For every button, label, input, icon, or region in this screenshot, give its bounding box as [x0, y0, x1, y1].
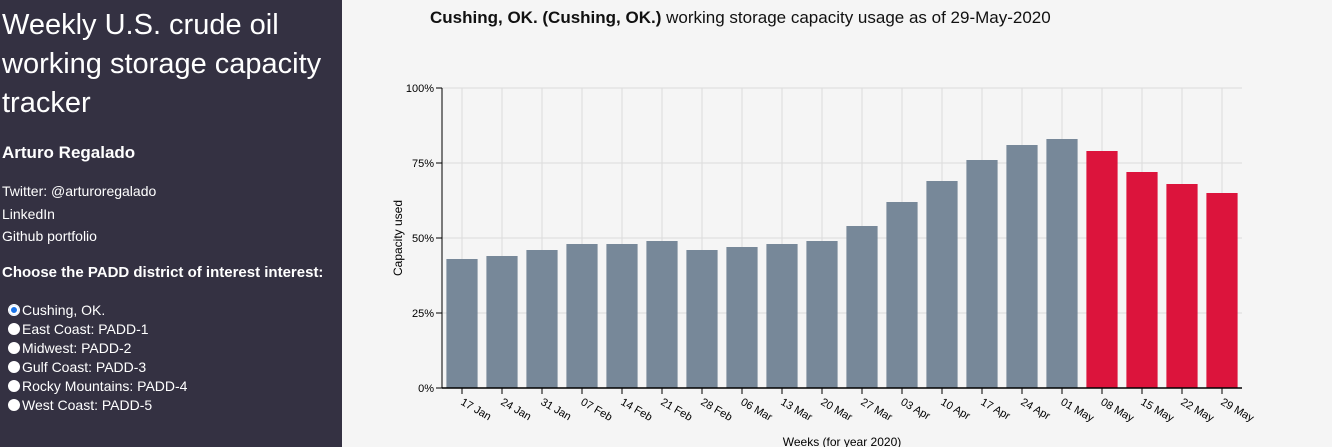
x-tick-label: 08 May [1099, 396, 1137, 425]
padd-radio[interactable] [8, 342, 20, 354]
linkedin-link[interactable]: LinkedIn [2, 205, 55, 222]
bar [726, 247, 758, 388]
bar [1126, 172, 1158, 388]
x-tick-label: 06 Mar [739, 396, 775, 424]
bar [926, 181, 958, 388]
bar [1046, 139, 1078, 388]
padd-option[interactable]: Gulf Coast: PADD-3 [2, 358, 342, 377]
author-name: Arturo Regalado [2, 143, 136, 162]
padd-option[interactable]: Midwest: PADD-2 [2, 339, 342, 358]
x-tick-label: 17 Apr [979, 396, 1013, 422]
padd-option-label: Cushing, OK. [22, 301, 106, 318]
y-axis-title: Capacity used [391, 200, 405, 276]
padd-option-label: Rocky Mountains: PADD-4 [22, 377, 188, 394]
chart-title-suffix: working storage capacity usage as of 29-… [661, 8, 1051, 27]
x-tick-label: 22 May [1179, 396, 1217, 425]
bar [806, 241, 838, 388]
x-tick-label: 03 Apr [899, 396, 933, 422]
padd-option[interactable]: Rocky Mountains: PADD-4 [2, 377, 342, 396]
chart-title: Cushing, OK. (Cushing, OK.) working stor… [430, 8, 1051, 28]
padd-radio[interactable] [8, 304, 20, 316]
padd-option-label: Midwest: PADD-2 [22, 339, 132, 356]
bar [1006, 145, 1038, 388]
padd-option-label: East Coast: PADD-1 [22, 320, 149, 337]
padd-choose-label: Choose the PADD district of interest int… [2, 263, 324, 281]
chart-panel: Cushing, OK. (Cushing, OK.) working stor… [342, 0, 1332, 447]
github-link[interactable]: Github portfolio [2, 228, 97, 244]
x-axis-title: Weeks (for year 2020) [783, 435, 902, 447]
bar-chart: 0%25%50%75%100%17 Jan 24 Jan 31 Jan 07 Feb 1… [391, 83, 1257, 447]
padd-radio[interactable] [8, 399, 20, 411]
padd-option[interactable]: Cushing, OK. [2, 301, 342, 320]
bar [446, 259, 478, 388]
x-tick-label: 28 Feb [699, 396, 735, 424]
bar [526, 250, 558, 388]
x-tick-label: 27 Mar [859, 396, 895, 424]
bar [846, 226, 878, 388]
social-links: Twitter: @arturoregalado LinkedIn Github… [2, 180, 342, 248]
chart-title-location: Cushing, OK. (Cushing, OK.) [430, 8, 662, 27]
y-tick-label: 50% [412, 233, 434, 245]
x-tick-label: 20 Mar [819, 396, 855, 424]
bar [606, 244, 638, 388]
padd-option[interactable]: West Coast: PADD-5 [2, 396, 342, 415]
x-tick-label: 24 Apr [1019, 396, 1053, 422]
bar [486, 256, 518, 388]
padd-radio[interactable] [8, 361, 20, 373]
x-tick-label: 14 Feb [619, 396, 655, 424]
bar [1166, 184, 1198, 388]
padd-radio-group: Cushing, OK. East Coast: PADD-1 Midwest: P… [2, 301, 342, 415]
x-tick-label: 21 Feb [659, 396, 695, 424]
bar [646, 241, 678, 388]
x-tick-label: 07 Feb [579, 396, 615, 424]
twitter-link[interactable]: Twitter: @arturoregalado [2, 183, 157, 199]
sidebar: Weekly U.S. crude oil working storage ca… [0, 0, 342, 447]
padd-option-label: Gulf Coast: PADD-3 [22, 358, 147, 375]
bar [966, 160, 998, 388]
x-tick-label: 29 May [1219, 396, 1257, 425]
y-tick-label: 25% [412, 308, 434, 320]
x-tick-label: 24 Jan [499, 396, 534, 423]
y-tick-label: 75% [412, 158, 434, 170]
padd-radio[interactable] [8, 323, 20, 335]
padd-option-label: West Coast: PADD-5 [22, 396, 153, 413]
app-title: Weekly U.S. crude oil working storage ca… [2, 9, 322, 119]
x-tick-label: 10 Apr [939, 396, 973, 422]
x-tick-label: 15 May [1139, 396, 1177, 425]
bar [566, 244, 598, 388]
y-tick-label: 100% [406, 83, 434, 95]
bar [686, 250, 718, 388]
y-tick-label: 0% [418, 383, 434, 395]
x-tick-label: 13 Mar [779, 396, 815, 424]
bar [1086, 151, 1118, 388]
x-tick-label: 01 May [1059, 396, 1097, 425]
x-tick-label: 17 Jan [459, 396, 494, 423]
padd-radio[interactable] [8, 380, 20, 392]
padd-option[interactable]: East Coast: PADD-1 [2, 320, 342, 339]
bar [886, 202, 918, 388]
bar [766, 244, 798, 388]
x-tick-label: 31 Jan [539, 396, 574, 423]
bar [1206, 193, 1238, 388]
